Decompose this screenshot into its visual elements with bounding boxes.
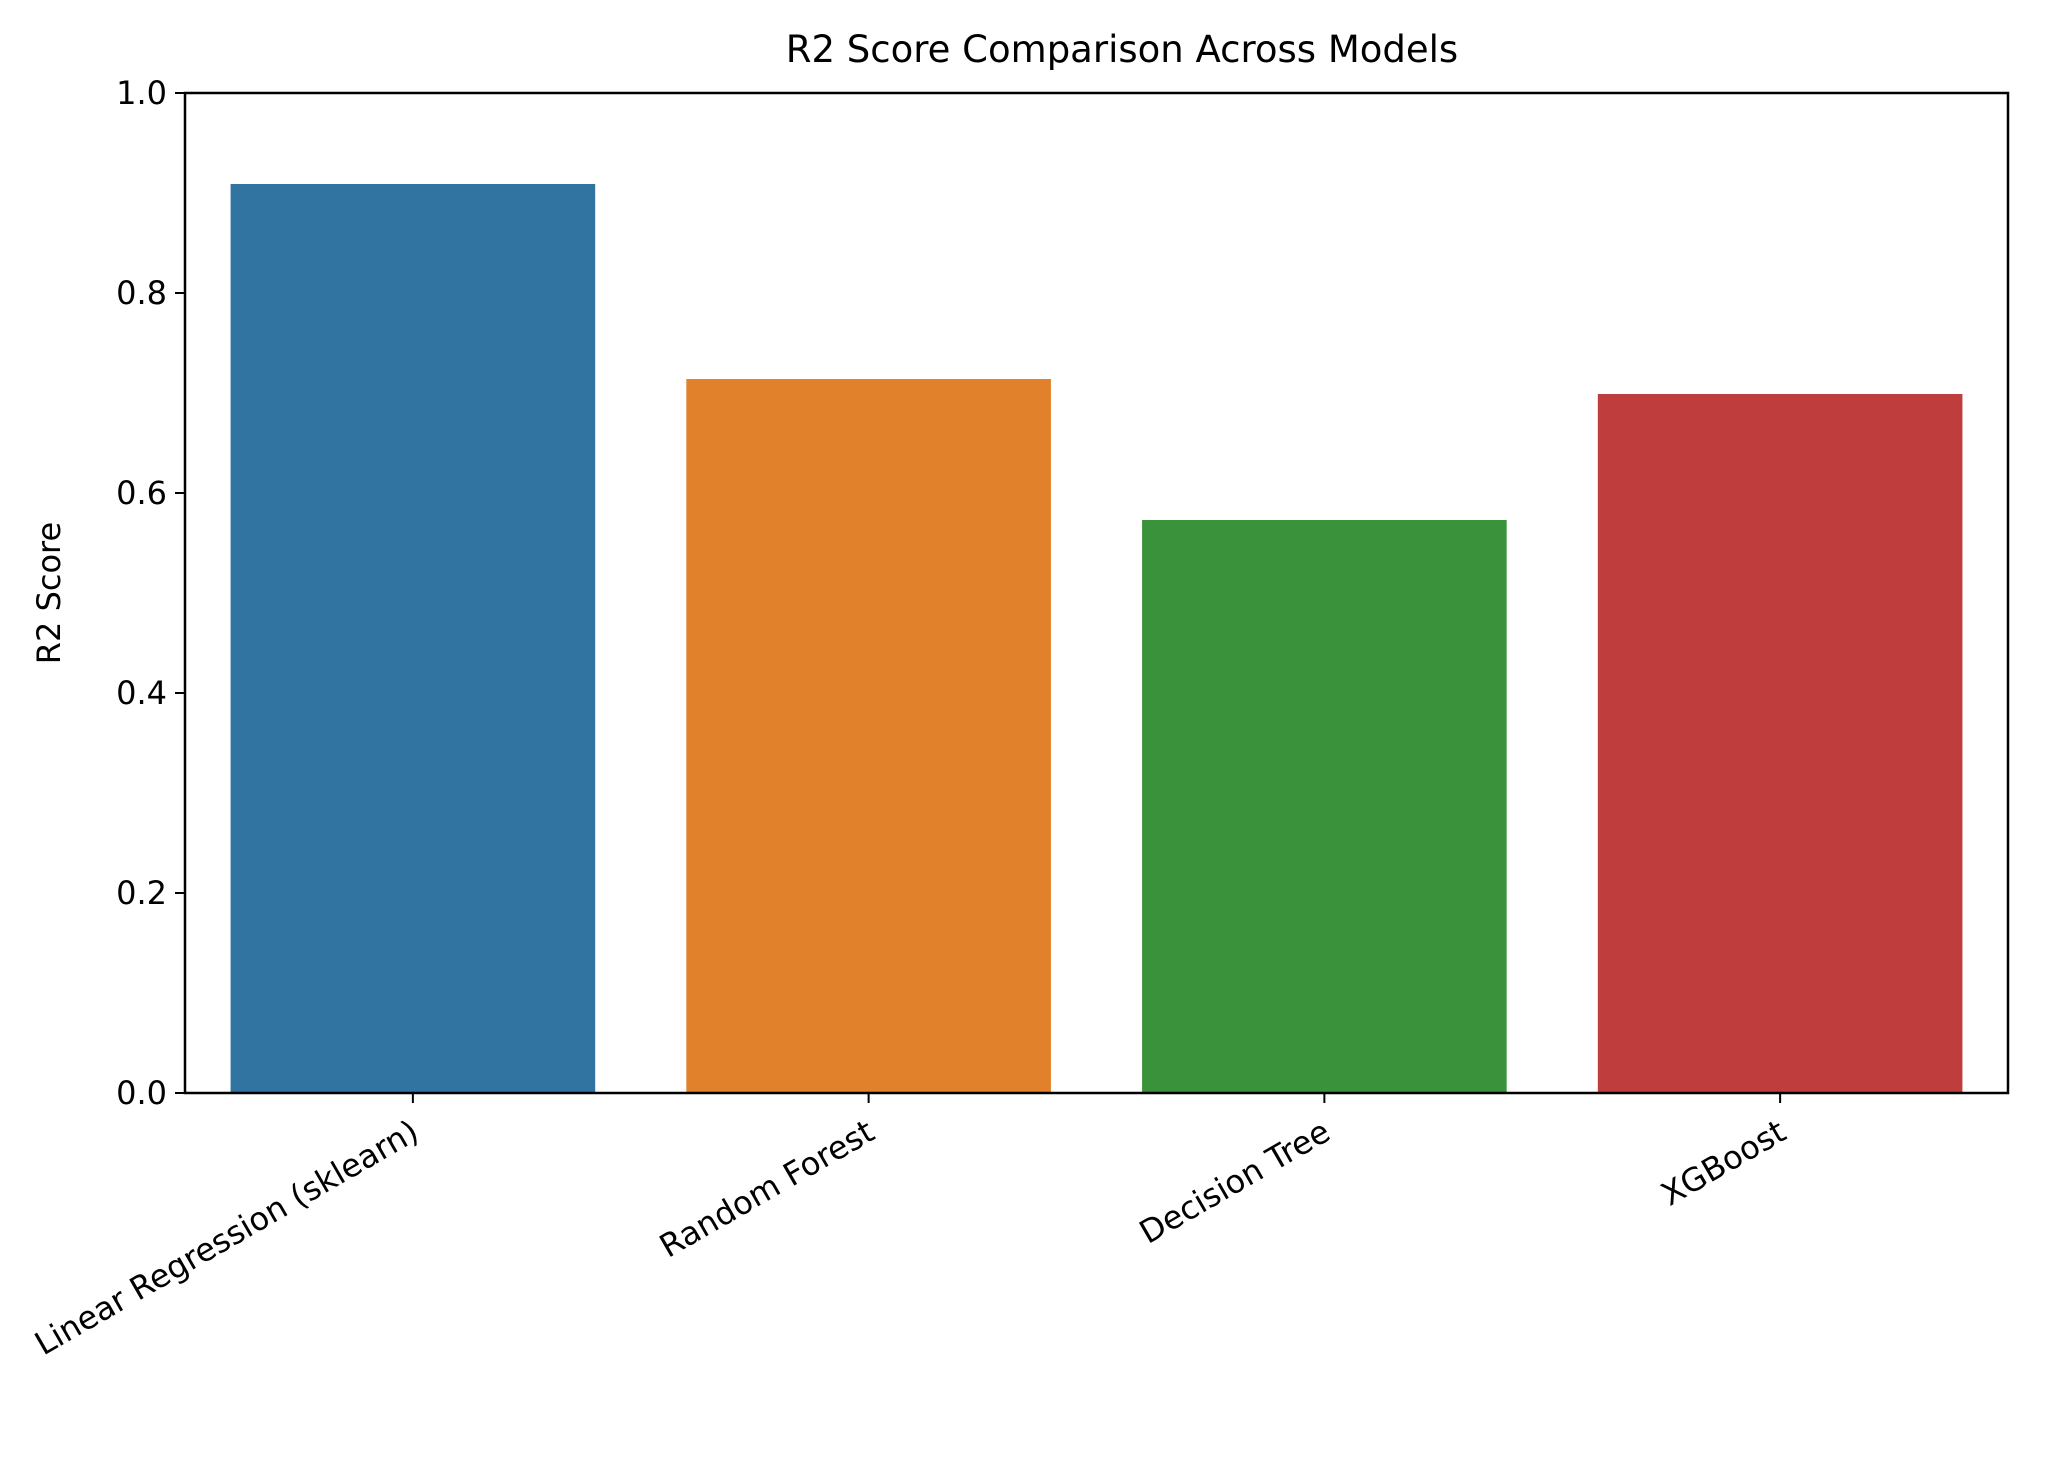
x-tick-label: XGBoost <box>1654 1112 1792 1213</box>
x-tick-label: Random Forest <box>653 1112 881 1265</box>
y-tick-label: 0.4 <box>116 674 167 712</box>
y-axis-label: R2 Score <box>30 522 68 664</box>
chart-title: R2 Score Comparison Across Models <box>786 28 1458 71</box>
y-tick-label: 0.0 <box>116 1074 167 1112</box>
y-tick-label: 1.0 <box>116 74 167 112</box>
y-axis-ticks: 0.0 0.2 0.4 0.6 0.8 1.0 <box>116 74 185 1112</box>
bar-decision-tree <box>1142 520 1507 1093</box>
y-tick-label: 0.2 <box>116 874 167 912</box>
x-axis-ticks: Linear Regression (sklearn) Random Forest… <box>28 1093 1792 1363</box>
plot-frame <box>183 91 2010 1095</box>
y-tick-label: 0.6 <box>116 474 167 512</box>
x-tick-label: Decision Tree <box>1133 1112 1337 1251</box>
bar-xgboost <box>1597 394 1963 1093</box>
x-tick-label: Linear Regression (sklearn) <box>28 1112 425 1363</box>
bar-linear-regression-sklearn <box>230 184 596 1093</box>
y-tick-label: 0.8 <box>116 274 167 312</box>
bar-random-forest <box>686 379 1051 1093</box>
bars-group <box>230 184 1963 1093</box>
